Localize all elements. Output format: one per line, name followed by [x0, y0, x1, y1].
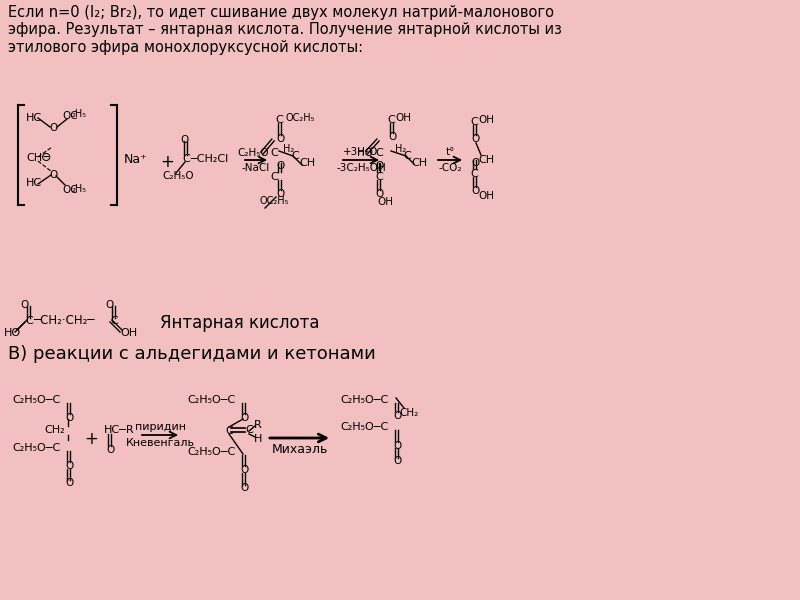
Text: O: O — [65, 413, 74, 423]
Text: O: O — [180, 135, 188, 145]
Text: OC₂H₅: OC₂H₅ — [285, 113, 314, 123]
Text: C₂H₅O: C₂H₅O — [237, 148, 269, 158]
Text: ₂H₅: ₂H₅ — [72, 109, 87, 119]
Text: HC: HC — [26, 178, 42, 188]
Text: C₂H₅O─C: C₂H₅O─C — [187, 395, 235, 405]
Text: C: C — [375, 172, 382, 182]
Text: O: O — [106, 445, 114, 455]
Text: C₂H₅O─C: C₂H₅O─C — [187, 447, 235, 457]
Text: C₂H₅O─C: C₂H₅O─C — [340, 395, 388, 405]
Text: O: O — [49, 170, 58, 180]
Text: C: C — [291, 151, 298, 161]
Text: +: + — [160, 153, 174, 171]
Text: HC─R: HC─R — [104, 425, 134, 435]
Text: +: + — [84, 430, 98, 448]
Text: H: H — [254, 434, 262, 444]
Text: OH: OH — [395, 113, 411, 123]
Text: CH₂: CH₂ — [399, 408, 418, 418]
Text: C₂H₅O─C: C₂H₅O─C — [340, 422, 388, 432]
Text: C: C — [387, 115, 394, 125]
Text: C: C — [403, 151, 410, 161]
Text: Михаэль: Михаэль — [271, 443, 328, 456]
Text: C₂H₅O─C: C₂H₅O─C — [12, 443, 60, 453]
Text: HC: HC — [26, 113, 42, 123]
Text: C₂H₅O─C: C₂H₅O─C — [12, 395, 60, 405]
Text: В) реакции с альдегидами и кетонами: В) реакции с альдегидами и кетонами — [8, 345, 376, 363]
Text: Кневенгаль: Кневенгаль — [126, 438, 194, 448]
Text: Янтарная кислота: Янтарная кислота — [160, 314, 319, 332]
Text: O: O — [276, 134, 284, 144]
Text: C: C — [182, 154, 190, 164]
Text: Если n=0 (I₂; Br₂), то идет сшивание двух молекул натрий-малонового
эфира. Резул: Если n=0 (I₂; Br₂), то идет сшивание дву… — [8, 5, 562, 55]
Text: C: C — [245, 425, 253, 435]
Text: CH: CH — [411, 158, 427, 168]
Text: HO: HO — [4, 328, 21, 338]
Text: CH: CH — [478, 155, 494, 165]
Text: O: O — [375, 189, 383, 199]
Text: C: C — [225, 426, 233, 436]
Text: ─CH₂Cl: ─CH₂Cl — [190, 154, 228, 164]
Text: ⊖: ⊖ — [41, 151, 51, 164]
Text: OC: OC — [62, 111, 78, 121]
Text: пиридин: пиридин — [134, 422, 186, 432]
Text: C: C — [270, 172, 278, 182]
Text: O: O — [471, 134, 479, 144]
Text: O: O — [105, 300, 114, 310]
Text: O: O — [393, 441, 402, 451]
Text: H₂: H₂ — [395, 144, 406, 154]
Text: ₂H₅: ₂H₅ — [72, 184, 87, 194]
Text: ─CH₂·CH₂─: ─CH₂·CH₂─ — [33, 314, 94, 327]
Text: R: R — [254, 420, 262, 430]
Text: OH: OH — [120, 328, 137, 338]
Text: OC: OC — [62, 185, 78, 195]
Text: CH: CH — [26, 153, 42, 163]
Text: C: C — [375, 148, 382, 158]
Text: O: O — [388, 132, 396, 142]
Text: O: O — [65, 478, 74, 488]
Text: O: O — [375, 161, 383, 171]
Text: O: O — [240, 483, 248, 493]
Text: O: O — [393, 456, 402, 466]
Text: -CO₂: -CO₂ — [438, 163, 462, 173]
Text: OH: OH — [478, 191, 494, 201]
Text: +3H₂O: +3H₂O — [343, 147, 378, 157]
Text: C: C — [270, 148, 278, 158]
Text: O: O — [49, 123, 58, 133]
Text: OH: OH — [377, 197, 393, 207]
Text: C: C — [275, 115, 282, 125]
Text: O: O — [276, 189, 284, 199]
Text: -NaCl: -NaCl — [242, 163, 270, 173]
Text: C: C — [470, 169, 478, 179]
Text: -3C₂H₅OH: -3C₂H₅OH — [336, 163, 386, 173]
Text: t°: t° — [446, 147, 454, 157]
Text: H₂: H₂ — [283, 144, 294, 154]
Text: CH: CH — [299, 158, 315, 168]
Text: O: O — [471, 158, 479, 168]
Text: C: C — [25, 316, 33, 326]
Text: C: C — [470, 117, 478, 127]
Text: O: O — [20, 300, 28, 310]
Text: O: O — [276, 161, 284, 171]
Text: O: O — [240, 465, 248, 475]
Text: C: C — [110, 316, 118, 326]
Text: O: O — [393, 411, 402, 421]
Text: OC₂H₅: OC₂H₅ — [260, 196, 290, 206]
Text: CH₂: CH₂ — [44, 425, 65, 435]
Text: HO: HO — [357, 148, 373, 158]
Text: O: O — [65, 461, 74, 471]
Text: Na⁺: Na⁺ — [124, 153, 148, 166]
Text: C₂H₅O: C₂H₅O — [162, 171, 194, 181]
Text: OH: OH — [478, 115, 494, 125]
Text: O: O — [240, 413, 248, 423]
Text: O: O — [471, 186, 479, 196]
